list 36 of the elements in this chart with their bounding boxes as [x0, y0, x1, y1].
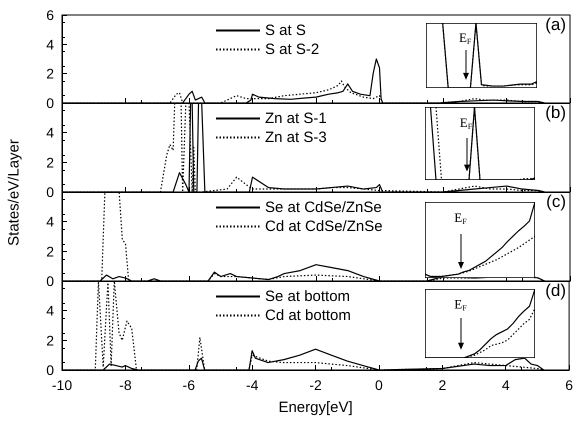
annotation: (a) — [545, 15, 566, 34]
y-tick-label: 4 — [46, 36, 54, 52]
legend-label: Cd at bottom — [265, 307, 351, 324]
y-tick-label: 4 — [46, 214, 54, 230]
x-tick-label: 0 — [375, 377, 384, 393]
x-tick-label: -10 — [52, 377, 72, 393]
y-tick-label: 4 — [46, 124, 54, 141]
y-tick-label: 2 — [46, 243, 54, 260]
annotation: (d) — [545, 281, 566, 300]
y-tick-label: 0 — [46, 273, 54, 289]
x-tick-label: 4 — [502, 377, 510, 393]
y-axis-title: States/eV/Layer — [6, 139, 22, 246]
x-tick-label: 6 — [565, 377, 574, 393]
legend-label: Cd at CdSe/ZnSe — [265, 218, 383, 235]
annotation: (b) — [545, 103, 566, 122]
x-tick-label: -8 — [119, 377, 132, 393]
legend-label: Se at CdSe/ZnSe — [265, 199, 382, 216]
legend-label: Zn at S-3 — [265, 129, 327, 146]
x-tick-label: -4 — [246, 377, 259, 393]
x-tick-label: -6 — [182, 377, 196, 393]
y-tick-label: 2 — [46, 332, 54, 348]
y-tick-label: 2 — [46, 154, 54, 170]
x-tick-label: 2 — [438, 377, 446, 393]
legend-label: Zn at S-1 — [265, 110, 327, 127]
y-tick-label: 6 — [46, 7, 54, 23]
y-tick-label: 2 — [46, 66, 54, 82]
x-tick-label: -2 — [309, 377, 322, 393]
x-axis-title: Energy[eV] — [278, 399, 353, 416]
legend-label: S at S-2 — [265, 41, 320, 58]
legend-label: Se at bottom — [265, 288, 350, 305]
y-tick-label: 0 — [46, 184, 54, 200]
legend-label: S at S — [265, 22, 306, 39]
y-tick-label: 0 — [46, 362, 54, 378]
annotation: (c) — [546, 192, 566, 211]
y-tick-label: 4 — [46, 302, 54, 319]
y-tick-label: 0 — [46, 95, 54, 111]
